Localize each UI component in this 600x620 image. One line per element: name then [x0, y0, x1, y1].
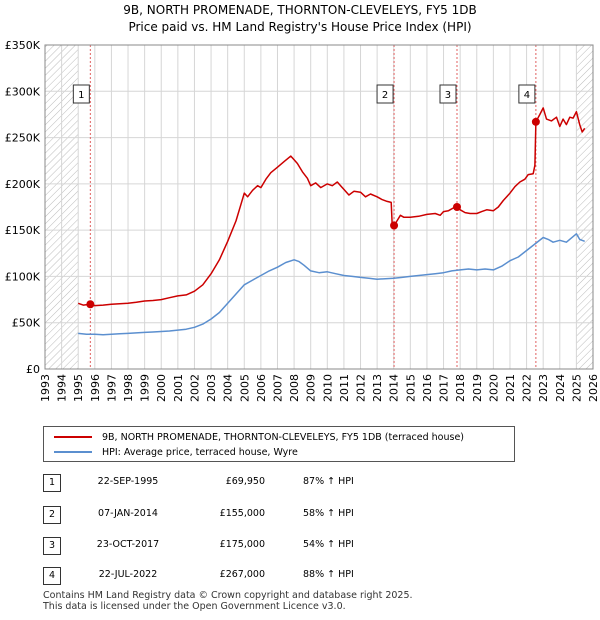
x-tick-label: 2001: [172, 374, 185, 402]
sale-point-3: [452, 203, 461, 211]
sale-price: £69,950: [225, 476, 265, 487]
sale-row-2: 2 07-JAN-2014 £155,000 58% ↑ HPI: [43, 506, 443, 524]
sale-box-label-3: 3: [445, 90, 451, 101]
legend-item-hpi: HPI: Average price, terraced house, Wyre: [54, 445, 298, 459]
x-tick-label: 2022: [521, 374, 534, 402]
plot-background: [45, 45, 593, 369]
x-tick-label: 2008: [288, 374, 301, 402]
x-tick-label: 2010: [321, 374, 334, 402]
y-tick-label: £200K: [5, 178, 41, 191]
x-tick-label: 1996: [89, 374, 102, 402]
y-tick-label: £0: [26, 363, 40, 376]
plot-frame: [44, 44, 594, 370]
sale-point-4: [531, 117, 540, 126]
sale-box-label-1: 1: [78, 90, 84, 101]
x-tick-label: 2013: [371, 374, 384, 402]
x-tick-label: 2012: [355, 374, 368, 402]
sale-date: 07-JAN-2014: [98, 508, 158, 519]
sale-date: 23-OCT-2017: [96, 539, 160, 550]
sale-box-4: [518, 84, 536, 104]
footer-line2: This data is licensed under the Open Gov…: [43, 601, 346, 612]
sale-date: 22-JUL-2022: [98, 569, 158, 580]
x-tick-label: 2025: [570, 374, 583, 402]
x-tick-label: 2016: [421, 374, 434, 402]
y-tick-label: £50K: [12, 317, 41, 330]
y-tick-label: £150K: [5, 224, 41, 237]
sale-box-2: [376, 84, 394, 104]
legend-swatch-property: [54, 436, 92, 438]
x-tick-label: 2003: [205, 374, 218, 402]
x-tick-label: 1999: [139, 374, 152, 402]
sale-hpi-change: 88% ↑ HPI: [303, 569, 354, 580]
y-tick-label: £350K: [5, 39, 41, 52]
sale-hpi-change: 58% ↑ HPI: [303, 508, 354, 519]
y-tick-label: £250K: [5, 132, 41, 145]
sale-hpi-change: 87% ↑ HPI: [303, 476, 354, 487]
sale-point-1: [86, 300, 95, 309]
x-tick-label: 2024: [554, 374, 567, 402]
chart-title: 9B, NORTH PROMENADE, THORNTON-CLEVELEYS,…: [0, 2, 600, 36]
x-tick-label: 2005: [238, 374, 251, 402]
x-tick-label: 2004: [222, 374, 235, 402]
sale-hpi-change: 54% ↑ HPI: [303, 539, 354, 550]
x-tick-label: 1997: [105, 374, 118, 402]
sale-price: £267,000: [219, 569, 265, 580]
chart-title-line1: 9B, NORTH PROMENADE, THORNTON-CLEVELEYS,…: [123, 3, 477, 17]
sale-box-1: [72, 84, 90, 104]
hatched-region-2: [576, 45, 593, 369]
sale-price: £175,000: [219, 539, 265, 550]
x-tick-label: 2026: [587, 374, 600, 402]
legend-label-hpi: HPI: Average price, terraced house, Wyre: [102, 446, 298, 458]
sale-number: 2: [43, 506, 61, 524]
x-tick-label: 2006: [255, 374, 268, 402]
footer-note: Contains HM Land Registry data © Crown c…: [43, 590, 413, 612]
x-tick-label: 2019: [471, 374, 484, 402]
x-tick-label: 2000: [155, 374, 168, 402]
sale-number: 1: [43, 474, 61, 492]
sale-box-label-2: 2: [382, 90, 388, 101]
x-tick-label: 2021: [504, 374, 517, 402]
sale-row-1: 1 22-SEP-1995 £69,950 87% ↑ HPI: [43, 474, 443, 492]
y-tick-label: £300K: [5, 85, 41, 98]
y-tick-label: £100K: [5, 270, 41, 283]
sale-box-label-4: 4: [524, 90, 530, 101]
x-tick-label: 1998: [122, 374, 135, 402]
x-tick-label: 2002: [188, 374, 201, 402]
sale-number: 3: [43, 537, 61, 555]
chart-title-line2: Price paid vs. HM Land Registry's House …: [128, 20, 472, 34]
x-tick-label: 2023: [537, 374, 550, 402]
hpi-line: [78, 233, 585, 336]
property-price-line: [77, 107, 586, 307]
legend-label-property: 9B, NORTH PROMENADE, THORNTON-CLEVELEYS,…: [102, 431, 465, 443]
x-tick-label: 2014: [388, 374, 401, 402]
x-tick-label: 2018: [454, 374, 467, 402]
price-chart: 1 2 3 4 £0 £50K £100K £150K £200K £250K £300K £350…: [5, 39, 600, 402]
sale-number: 4: [43, 567, 61, 585]
x-tick-label: 2020: [487, 374, 500, 402]
x-tick-label: 2009: [305, 374, 318, 402]
legend-item-property: 9B, NORTH PROMENADE, THORNTON-CLEVELEYS,…: [54, 430, 464, 444]
footer-line1: Contains HM Land Registry data © Crown c…: [43, 590, 413, 601]
x-tick-label: 1994: [56, 374, 69, 402]
x-tick-label: 1993: [39, 374, 52, 402]
x-tick-label: 2007: [271, 374, 284, 402]
sale-price: £155,000: [219, 508, 265, 519]
sale-row-4: 4 22-JUL-2022 £267,000 88% ↑ HPI: [43, 567, 443, 585]
x-tick-label: 2011: [338, 374, 351, 402]
sale-row-3: 3 23-OCT-2017 £175,000 54% ↑ HPI: [43, 537, 443, 555]
sale-box-3: [439, 84, 457, 104]
legend-swatch-hpi: [54, 451, 92, 453]
x-tick-label: 2015: [404, 374, 417, 402]
x-tick-label: 1995: [72, 374, 85, 402]
sale-point-2: [390, 221, 399, 230]
legend: 9B, NORTH PROMENADE, THORNTON-CLEVELEYS,…: [43, 426, 515, 462]
sale-date: 22-SEP-1995: [97, 476, 159, 487]
x-tick-label: 2017: [438, 374, 451, 402]
